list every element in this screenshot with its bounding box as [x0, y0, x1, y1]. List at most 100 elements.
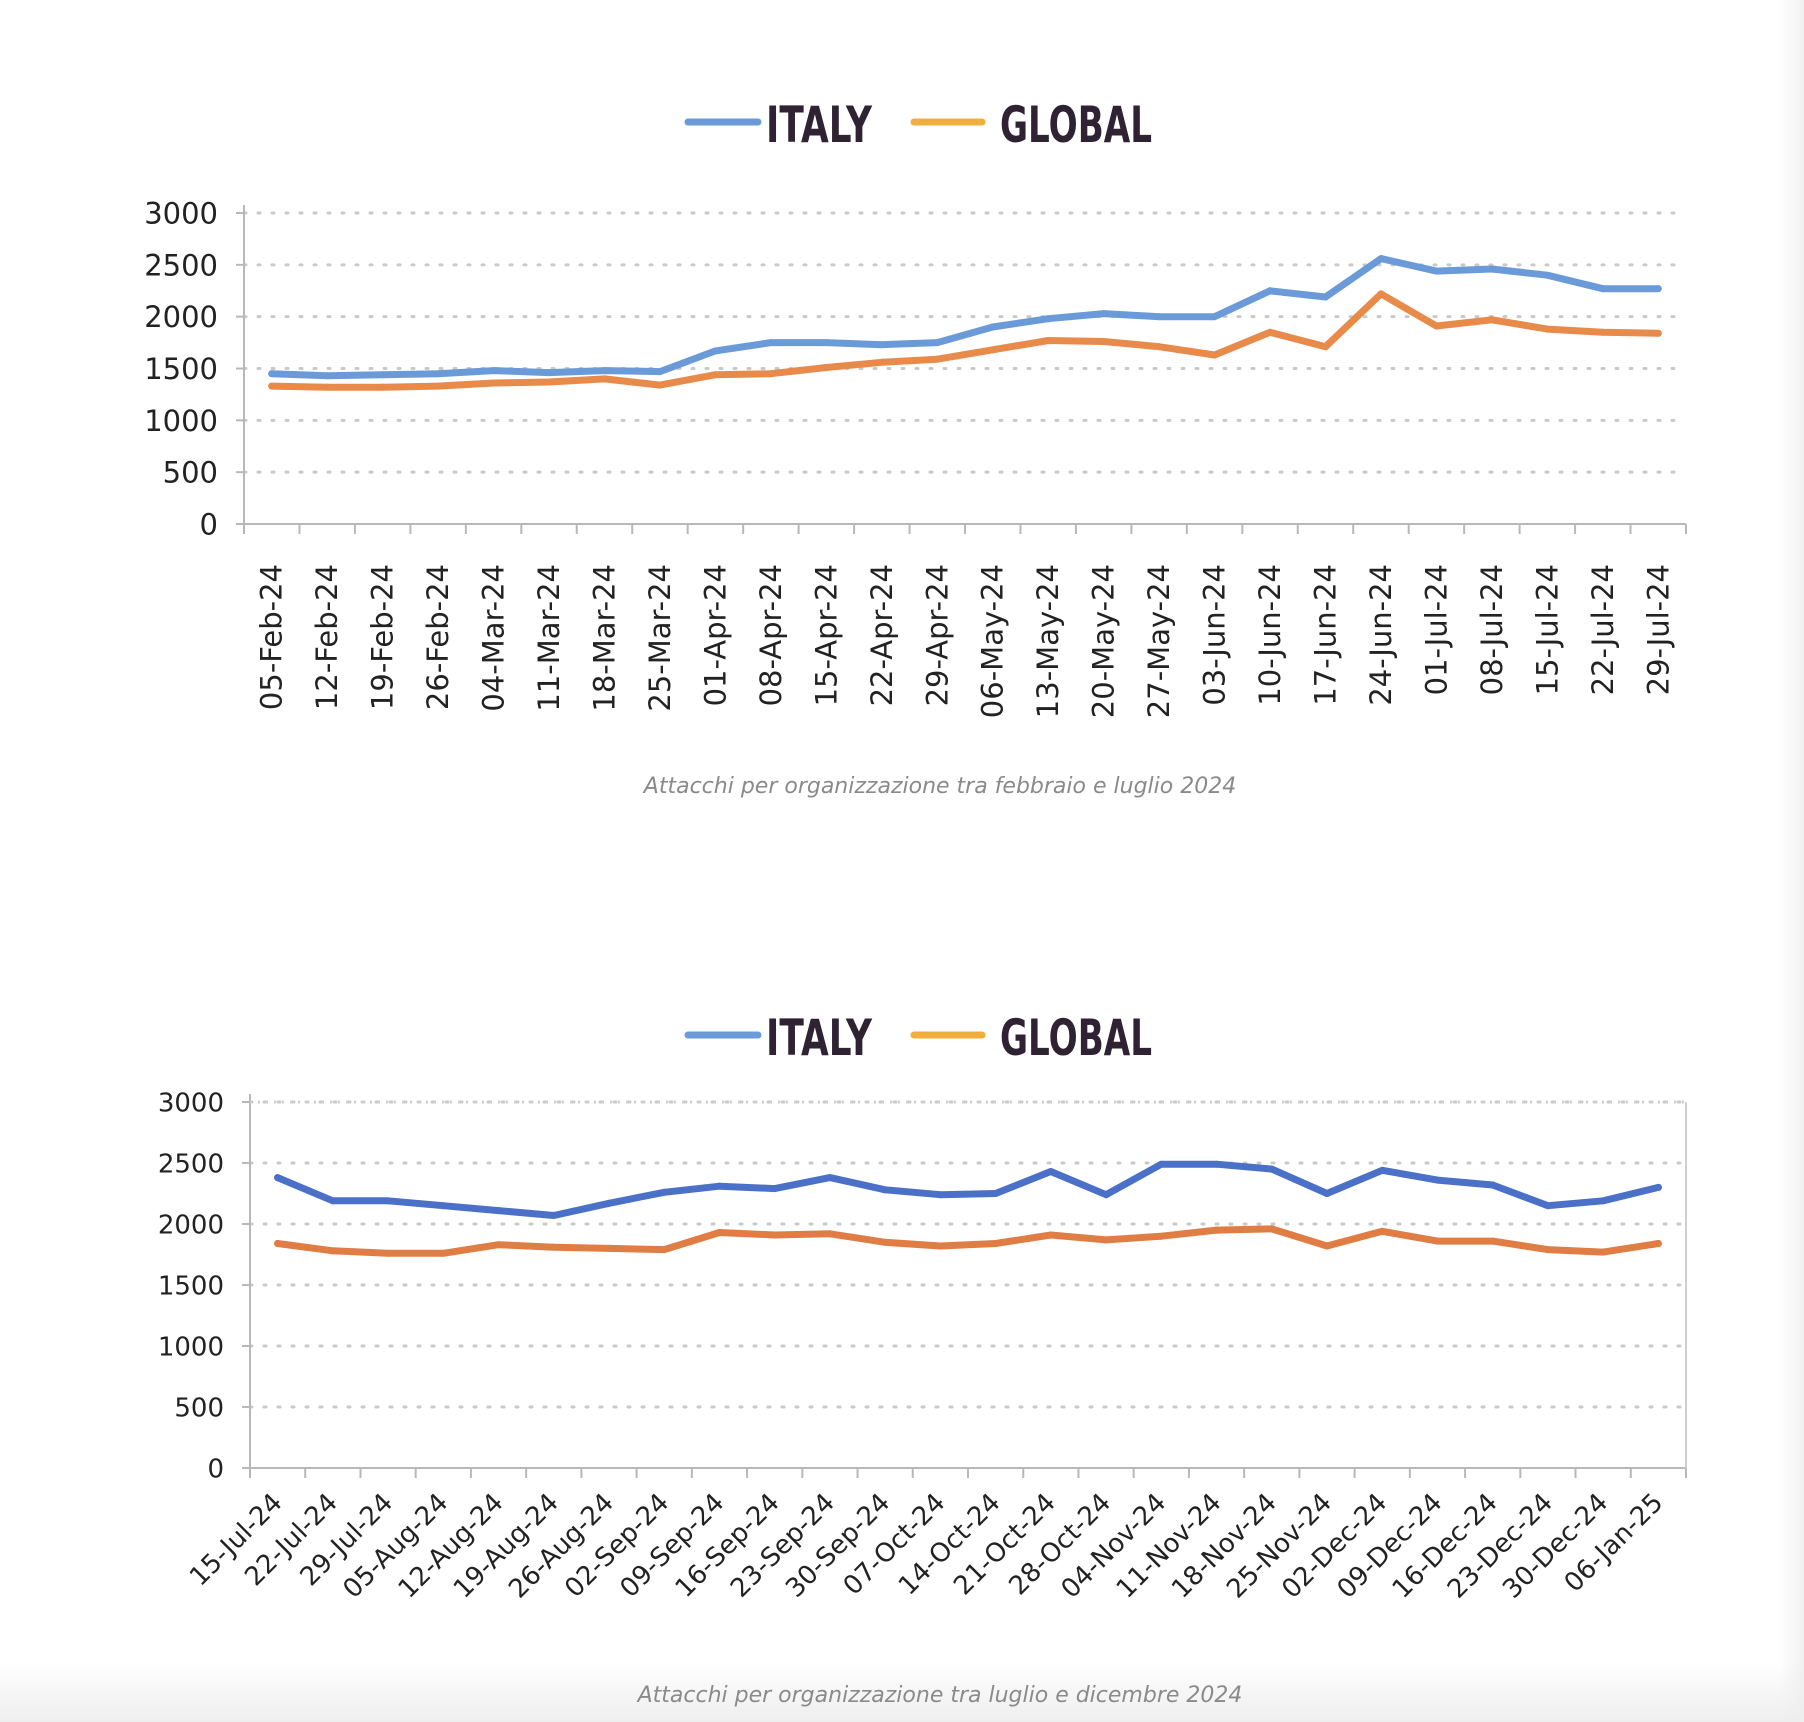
data-point-italy — [1543, 271, 1551, 279]
data-point-italy — [490, 367, 498, 375]
data-point-italy — [1544, 1202, 1552, 1210]
legend-global-label: GLOBAL — [1000, 96, 1152, 154]
data-point-italy — [936, 1191, 944, 1199]
y-tick-label: 500 — [174, 1393, 224, 1423]
data-point-italy — [992, 1190, 1000, 1197]
data-point-global — [771, 1231, 779, 1239]
y-tick-label: 2500 — [144, 248, 218, 282]
data-point-global — [1488, 316, 1496, 324]
x-tick-label: 17-Jun-24 — [1309, 564, 1343, 706]
data-point-global — [384, 1249, 392, 1257]
data-point-italy — [323, 372, 331, 380]
x-tick-label: 19-Feb-24 — [366, 564, 400, 710]
y-tick-label: 500 — [163, 456, 218, 490]
data-point-italy — [384, 1197, 392, 1205]
data-point-italy — [711, 347, 719, 355]
data-point-global — [329, 1247, 337, 1255]
x-tick-label: 01-Apr-24 — [698, 564, 732, 706]
axes — [236, 205, 1687, 534]
data-point-global — [1100, 338, 1108, 346]
y-tick-labels: 0 500 1000 1500 2000 2500 3000 — [144, 196, 218, 541]
data-point-italy — [439, 1202, 447, 1210]
series-lines — [274, 1160, 1662, 1257]
y-tick-label: 2000 — [158, 1210, 224, 1240]
x-tick-label: 01-Jul-24 — [1419, 564, 1453, 695]
data-point-global — [878, 358, 886, 366]
data-point-global — [1433, 1237, 1441, 1245]
data-point-italy — [434, 370, 442, 378]
x-tick-labels: 15-Jul-2422-Jul-2429-Jul-2405-Aug-2412-A… — [184, 1488, 1669, 1605]
x-tick-label: 06-May-24 — [976, 564, 1010, 718]
data-point-global — [1211, 351, 1219, 359]
y-tick-labels: 0 500 1000 1500 2000 2500 3000 — [158, 1088, 224, 1484]
data-point-italy — [601, 367, 608, 375]
data-point-global — [1654, 329, 1662, 337]
data-point-global — [1544, 1246, 1552, 1254]
data-point-global — [490, 379, 498, 387]
data-point-global — [933, 355, 941, 363]
data-point-italy — [550, 1211, 558, 1219]
y-tick-label: 3000 — [144, 196, 218, 230]
x-tick-label: 08-Jul-24 — [1475, 564, 1509, 695]
bottom-edge-shade — [0, 1662, 1804, 1722]
x-tick-label: 29-Jul-24 — [1641, 564, 1675, 695]
data-point-global — [495, 1241, 503, 1249]
data-point-global — [1599, 1248, 1607, 1256]
x-tick-label: 25-Mar-24 — [643, 564, 677, 712]
x-tick-label: 13-May-24 — [1031, 564, 1065, 718]
data-point-italy — [1155, 313, 1163, 321]
legend-italy-label: ITALY — [766, 1009, 873, 1067]
data-point-global — [605, 1244, 613, 1252]
data-point-italy — [268, 370, 276, 378]
series-line-italy — [274, 1160, 1662, 1219]
data-point-italy — [1044, 315, 1052, 323]
data-point-italy — [933, 339, 941, 347]
x-tick-label: 22-Jul-24 — [1586, 564, 1620, 695]
data-point-global — [379, 383, 387, 391]
x-tick-label: 20-May-24 — [1087, 564, 1121, 718]
data-point-global — [656, 381, 664, 389]
data-point-global — [1155, 343, 1163, 351]
data-point-global — [1157, 1232, 1165, 1240]
data-point-italy — [1322, 293, 1329, 301]
data-point-italy — [1377, 255, 1385, 263]
data-point-italy — [771, 1185, 779, 1193]
data-point-italy — [656, 368, 664, 376]
data-point-global — [826, 1230, 834, 1238]
data-point-italy — [767, 339, 775, 347]
legend: ITALY GLOBAL — [684, 1009, 1152, 1067]
x-tick-label: 10-Jun-24 — [1253, 564, 1287, 706]
data-point-italy — [1211, 313, 1219, 321]
data-point-italy — [1599, 1197, 1607, 1205]
data-point-global — [1213, 1226, 1221, 1234]
data-point-global — [1268, 1225, 1276, 1233]
data-point-italy — [605, 1199, 613, 1207]
data-point-italy — [545, 369, 553, 377]
data-point-italy — [274, 1174, 282, 1182]
data-point-italy — [1433, 1176, 1441, 1184]
y-tick-label: 2000 — [144, 300, 218, 334]
data-point-global — [1047, 1231, 1055, 1239]
data-point-italy — [1599, 285, 1607, 293]
data-point-global — [545, 378, 553, 386]
data-point-global — [1489, 1237, 1497, 1245]
data-point-italy — [1102, 1191, 1110, 1199]
y-gridlines — [248, 1100, 1688, 1409]
y-tick-label: 0 — [200, 507, 218, 541]
data-point-italy — [1489, 1181, 1497, 1189]
data-point-global — [989, 346, 997, 354]
data-point-global — [767, 370, 775, 378]
data-point-italy — [1157, 1160, 1165, 1168]
data-point-italy — [1654, 285, 1662, 293]
data-point-global — [268, 382, 276, 390]
series-lines — [268, 255, 1662, 391]
data-point-global — [1044, 337, 1052, 345]
x-tick-label: 27-May-24 — [1142, 564, 1176, 718]
data-point-italy — [822, 339, 830, 347]
x-tick-label: 08-Apr-24 — [754, 564, 788, 706]
data-point-italy — [660, 1188, 668, 1196]
x-tick-label: 29-Apr-24 — [920, 564, 954, 706]
data-point-global — [936, 1242, 944, 1250]
data-point-global — [323, 383, 331, 391]
data-point-italy — [329, 1197, 337, 1205]
